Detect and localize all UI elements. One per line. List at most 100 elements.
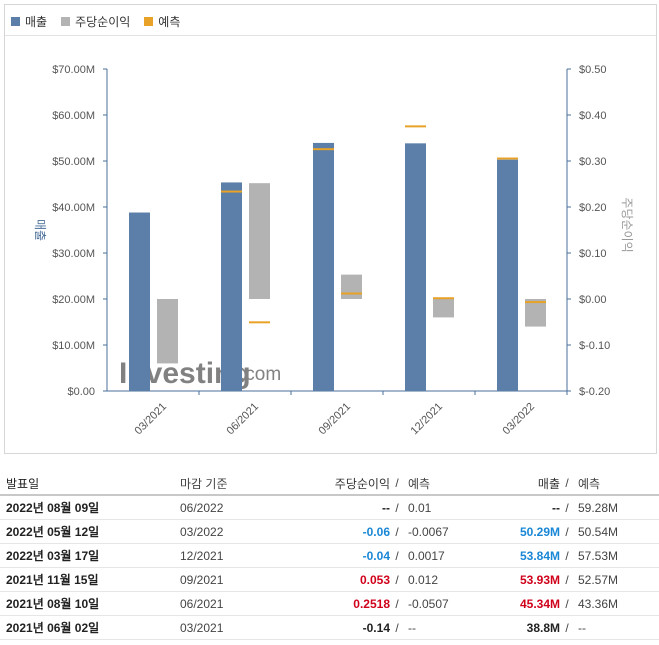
- cell-eps: -0.04: [362, 548, 390, 563]
- x-tick-label: 12/2021: [409, 401, 446, 438]
- cell-slash: /: [565, 620, 569, 635]
- chart-legend: 매출 주당순이익 예측: [11, 9, 180, 33]
- cell-period: 06/2022: [180, 500, 224, 515]
- cell-revenue: 53.84M: [519, 548, 560, 563]
- header-slash: /: [395, 476, 399, 490]
- revenue-forecast-marker: [221, 190, 242, 193]
- cell-revenue: 53.93M: [519, 572, 560, 587]
- cell-eps: -0.14: [362, 620, 390, 635]
- left-tick-label: $0.00: [67, 386, 95, 398]
- revenue-bar: [221, 182, 242, 391]
- x-tick-label: 03/2021: [133, 401, 170, 438]
- table-row: 2021년 11월 15일 09/2021 0.053 / 0.012 53.93M / 52…: [0, 568, 659, 592]
- legend-label-revenue: 매출: [25, 14, 48, 29]
- header-period[interactable]: 마감 기준: [180, 476, 228, 491]
- right-tick-label: $-0.10: [579, 340, 610, 352]
- cell-date: 2022년 05월 12일: [6, 525, 100, 539]
- earnings-table: 발표일 마감 기준 주당순이익 / 예측 매출 / 예측 2022년 08월 0…: [0, 472, 659, 640]
- cell-eps: -0.06: [362, 524, 390, 539]
- header-slash: /: [565, 476, 569, 490]
- right-tick-label: $0.00: [579, 294, 607, 306]
- eps-forecast-marker: [341, 292, 362, 295]
- x-tick-label: 03/2022: [501, 401, 538, 438]
- right-axis-title: 주당순이익: [620, 197, 634, 252]
- legend-divider: [5, 35, 656, 36]
- eps-forecast-marker: [525, 301, 546, 304]
- left-tick-label: $40.00M: [52, 202, 95, 214]
- header-date[interactable]: 발표일: [6, 476, 40, 491]
- table-row: 2021년 06월 02일 03/2021 -0.14 / -- 38.8M / --: [0, 616, 659, 640]
- table-row: 2022년 05월 12일 03/2022 -0.06 / -0.0067 50.29M /…: [0, 520, 659, 544]
- cell-date: 2022년 03월 17일: [6, 549, 100, 563]
- legend-item-revenue[interactable]: 매출: [11, 13, 47, 30]
- cell-period: 12/2021: [180, 548, 224, 563]
- eps-bar: [249, 183, 270, 299]
- cell-date: 2021년 08월 10일: [6, 597, 100, 611]
- cell-eps-forecast: 0.01: [408, 500, 432, 515]
- cell-slash: /: [565, 500, 569, 515]
- cell-slash: /: [565, 596, 569, 611]
- cell-revenue-forecast: 50.54M: [578, 524, 619, 539]
- revenue-forecast-marker: [497, 157, 518, 160]
- eps-bar: [433, 299, 454, 318]
- revenue-bar: [497, 159, 518, 391]
- cell-slash: /: [395, 548, 399, 563]
- right-tick-label: $0.30: [579, 156, 607, 168]
- legend-item-eps[interactable]: 주당순이익: [61, 13, 130, 30]
- left-tick-label: $60.00M: [52, 110, 95, 122]
- cell-eps-forecast: -0.0067: [408, 524, 449, 539]
- earnings-chart: $0.00 $10.00M $20.00M $30.00M $40.00M $50.00M…: [33, 64, 634, 438]
- right-tick-label: $0.50: [579, 64, 607, 76]
- cell-revenue-forecast: 59.28M: [578, 500, 619, 515]
- cell-revenue-forecast: --: [578, 620, 586, 635]
- cell-period: 03/2022: [180, 524, 224, 539]
- header-revenue-forecast[interactable]: 예측: [578, 476, 601, 491]
- x-tick-label: 06/2021: [225, 401, 262, 438]
- cell-slash: /: [395, 572, 399, 587]
- right-tick-label: $-0.20: [579, 386, 610, 398]
- legend-label-forecast: 예측: [158, 14, 181, 29]
- left-tick-label: $30.00M: [52, 248, 95, 260]
- eps-bar: [525, 299, 546, 327]
- left-tick-label: $70.00M: [52, 64, 95, 76]
- right-tick-label: $0.10: [579, 248, 607, 260]
- cell-revenue: 38.8M: [526, 620, 560, 635]
- table-row: 2022년 08월 09일 06/2022 -- / 0.01 -- / 59.28M: [0, 496, 659, 520]
- revenue-bar: [129, 212, 150, 391]
- cell-slash: /: [395, 596, 399, 611]
- cell-revenue-forecast: 43.36M: [578, 596, 619, 611]
- table-body: 2022년 08월 09일 06/2022 --/0.01 --/59.28M 2022…: [0, 496, 659, 640]
- cell-eps-forecast: 0.012: [408, 572, 439, 587]
- cell-date: 2021년 11월 15일: [6, 573, 99, 587]
- revenue-forecast-marker: [313, 148, 334, 151]
- left-tick-label: $10.00M: [52, 340, 95, 352]
- revenue-bar: [405, 143, 426, 391]
- cell-slash: /: [565, 548, 569, 563]
- header-eps[interactable]: 주당순이익: [334, 476, 390, 491]
- eps-bar: [341, 274, 362, 299]
- cell-eps: 0.053: [359, 572, 390, 587]
- table-row: 2021년 08월 10일 06/2021 0.2518 / -0.0507 45.34M…: [0, 592, 659, 616]
- legend-swatch-eps: [61, 16, 71, 26]
- cell-revenue: 50.29M: [519, 524, 560, 539]
- cell-eps-forecast: -0.0507: [408, 596, 449, 611]
- left-axis-title: 매출: [33, 219, 47, 241]
- table-header: 발표일 마감 기준 주당순이익 / 예측 매출 / 예측: [0, 472, 659, 496]
- cell-eps-forecast: 0.0017: [408, 548, 445, 563]
- legend-item-forecast[interactable]: 예측: [144, 13, 180, 30]
- left-tick-label: $50.00M: [52, 156, 95, 168]
- cell-eps: 0.2518: [353, 596, 390, 611]
- table-row: 2022년 03월 17일 12/2021 -0.04 / 0.0017 53.84M / 5…: [0, 544, 659, 568]
- legend-swatch-revenue: [11, 16, 20, 26]
- header-revenue[interactable]: 매출: [537, 476, 560, 491]
- cell-date: 2021년 06월 02일: [6, 621, 100, 635]
- cell-revenue-forecast: 57.53M: [578, 548, 619, 563]
- legend-label-eps: 주당순이익: [75, 14, 131, 29]
- eps-bar: [157, 299, 178, 364]
- right-tick-label: $0.20: [579, 202, 607, 214]
- header-eps-forecast[interactable]: 예측: [408, 476, 431, 491]
- cell-period: 06/2021: [180, 596, 224, 611]
- cell-date: 2022년 08월 09일: [6, 501, 100, 515]
- right-tick-label: $0.40: [579, 110, 607, 122]
- cell-period: 09/2021: [180, 572, 224, 587]
